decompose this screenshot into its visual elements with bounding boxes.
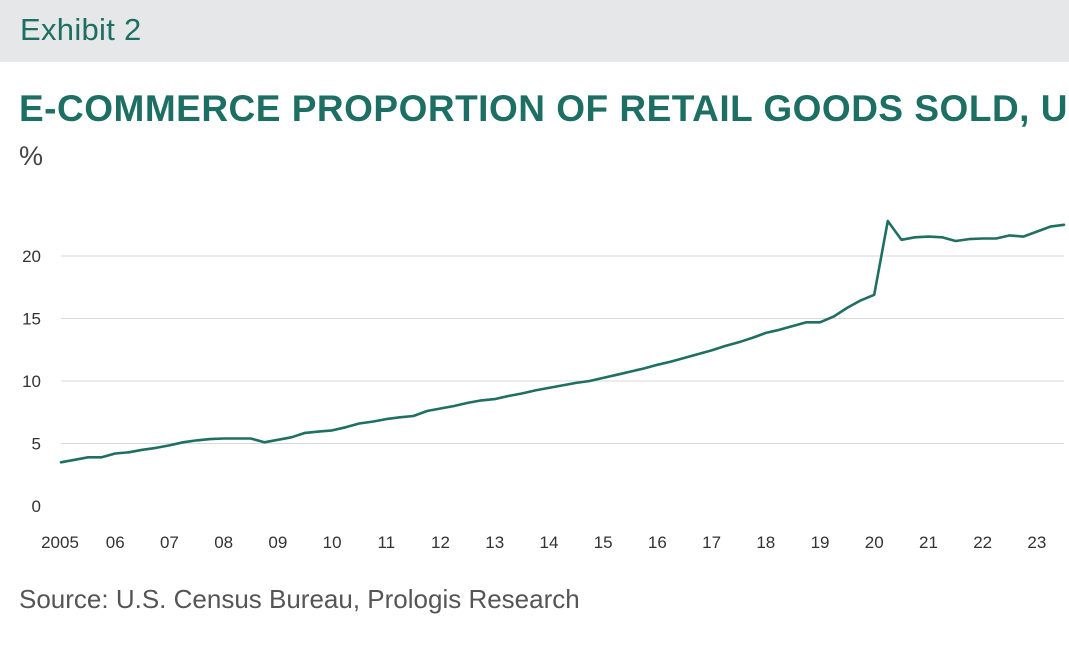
- x-axis-ticks: 2005 06 07 08 09 10 11 12 13 14 15 16 17 18 19 20 21 22 23: [41, 533, 1046, 552]
- chart-title: E-COMMERCE PROPORTION OF RETAIL GOODS SO…: [19, 88, 1069, 129]
- series-layer: [59, 219, 1066, 464]
- x-tick-label: 11: [377, 533, 395, 552]
- exhibit-header-bar: Exhibit 2: [0, 0, 1069, 62]
- source-note: Source: U.S. Census Bureau, Prologis Res…: [19, 584, 580, 614]
- x-tick-label: 21: [919, 533, 938, 552]
- y-tick-label: 5: [32, 435, 41, 454]
- gridlines: [61, 255, 1064, 444]
- x-tick-label: 15: [594, 533, 613, 552]
- x-tick-label: 18: [756, 533, 775, 552]
- x-tick-label: 22: [973, 533, 992, 552]
- y-tick-label: 0: [32, 497, 41, 516]
- x-tick-label: 06: [106, 533, 125, 552]
- x-tick-label: 17: [702, 533, 721, 552]
- x-tick-label: 19: [811, 533, 830, 552]
- y-tick-label: 10: [22, 372, 41, 391]
- y-tick-label: 15: [22, 310, 41, 329]
- x-tick-label: 14: [539, 533, 558, 552]
- x-tick-label: 10: [323, 533, 342, 552]
- x-tick-label: 16: [648, 533, 667, 552]
- x-tick-label: 13: [485, 533, 504, 552]
- x-tick-label: 09: [268, 533, 287, 552]
- exhibit-label: Exhibit 2: [20, 12, 142, 47]
- x-tick-label: 23: [1027, 533, 1046, 552]
- y-axis-ticks: 0 5 10 15 20: [22, 247, 41, 516]
- x-tick-label: 20: [865, 533, 884, 552]
- x-tick-label: 2005: [41, 533, 79, 552]
- x-tick-label: 07: [160, 533, 179, 552]
- x-tick-label: 08: [214, 533, 233, 552]
- series-line-0: [59, 219, 1066, 464]
- y-axis-unit-label: %: [19, 141, 44, 171]
- y-tick-label: 20: [22, 247, 41, 266]
- x-tick-label: 12: [431, 533, 450, 552]
